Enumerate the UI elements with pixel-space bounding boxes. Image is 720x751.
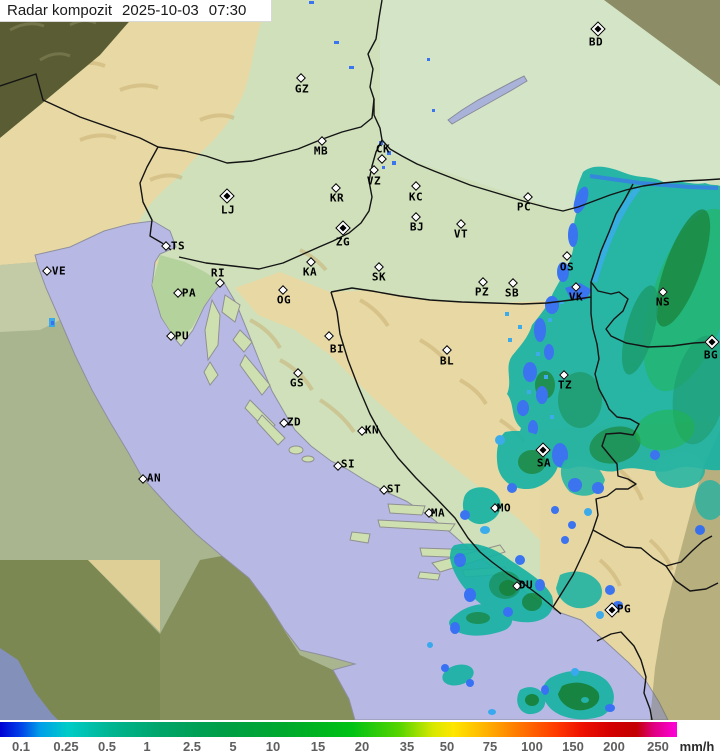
city-label-SK: SK (371, 270, 387, 284)
city-label-ZG: ZG (335, 235, 351, 249)
city-label-ZD: ZD (286, 415, 302, 429)
legend-color-scale (0, 722, 677, 737)
legend-tick-75: 75 (482, 739, 498, 751)
legend-tick-5: 5 (229, 739, 237, 751)
city-label-MO: MO (496, 501, 512, 515)
city-label-TS: TS (170, 239, 186, 253)
city-label-MB: MB (313, 144, 329, 158)
legend-tick-200: 200 (603, 739, 625, 751)
city-label-BI: BI (329, 342, 345, 356)
legend-tick-1: 1 (143, 739, 151, 751)
legend-tick-15: 15 (310, 739, 326, 751)
city-label-AN: AN (146, 471, 162, 485)
legend-tick-2,5: 2,5 (182, 739, 202, 751)
city-label-BG: BG (703, 348, 719, 362)
city-label-BL: BL (439, 354, 455, 368)
city-label-BJ: BJ (409, 220, 425, 234)
city-label-SA: SA (536, 456, 552, 470)
legend-tick-150: 150 (562, 739, 584, 751)
city-label-PU: PU (174, 329, 190, 343)
city-label-VT: VT (453, 227, 469, 241)
lake-balaton (447, 75, 528, 125)
city-label-SI: SI (340, 457, 356, 471)
city-label-SB: SB (504, 286, 520, 300)
product-time: 07:30 (208, 2, 247, 19)
out-of-range-regions (0, 0, 720, 138)
legend-tick-35: 35 (399, 739, 415, 751)
country-borders (0, 0, 720, 720)
legend-tick-0,25: 0,25 (53, 739, 79, 751)
city-label-KN: KN (364, 423, 380, 437)
city-label-PA: PA (181, 286, 197, 300)
titlebar: Radar kompozit 2025-10-03 07:30 (0, 0, 272, 22)
city-label-PC: PC (516, 200, 532, 214)
city-label-OG: OG (276, 293, 292, 307)
city-label-GZ: GZ (294, 82, 310, 96)
italy-terrain (0, 262, 355, 720)
city-label-PG: PG (616, 602, 632, 616)
product-date: 2025-10-03 (122, 2, 199, 19)
legend-tick-10: 10 (265, 739, 281, 751)
city-label-OS: OS (559, 260, 575, 274)
city-label-VZ: VZ (366, 174, 382, 188)
city-label-ST: ST (386, 482, 402, 496)
map-canvas (0, 0, 720, 720)
city-label-GS: GS (289, 376, 305, 390)
city-label-CK: CK (375, 142, 391, 156)
city-label-BD: BD (588, 35, 604, 49)
city-label-VK: VK (568, 290, 584, 304)
product-title: Radar kompozit (7, 2, 113, 19)
city-label-PZ: PZ (474, 285, 490, 299)
city-label-KA: KA (302, 265, 318, 279)
intensity-legend: 0,1 0,25 0,5 1 2,5 5 10 15 20 35 50 75 100 150 200 250 … (0, 720, 720, 751)
pannonian-plain (380, 0, 720, 210)
tyrrhenian-sea (0, 648, 58, 720)
city-label-TZ: TZ (557, 378, 573, 392)
legend-tick-250: 250 (647, 739, 669, 751)
radar-map: GZ BD MB CK VZ KR KC PC LJ BJ VT ZG TS OS VE KA SK RI PA PZ… (0, 0, 720, 720)
city-label-KR: KR (329, 191, 345, 205)
legend-tick-0,5: 0,5 (97, 739, 117, 751)
city-label-DU: DU (518, 578, 534, 592)
city-label-KC: KC (408, 190, 424, 204)
city-label-RI: RI (210, 266, 226, 280)
city-label-LJ: LJ (220, 203, 236, 217)
legend-unit: mm/h (679, 739, 715, 751)
legend-tick-100: 100 (521, 739, 543, 751)
city-label-NS: NS (655, 295, 671, 309)
city-label-MA: MA (430, 506, 446, 520)
legend-tick-0,1: 0,1 (11, 739, 31, 751)
legend-tick-20: 20 (354, 739, 370, 751)
legend-tick-50: 50 (439, 739, 455, 751)
city-label-VE: VE (51, 264, 67, 278)
